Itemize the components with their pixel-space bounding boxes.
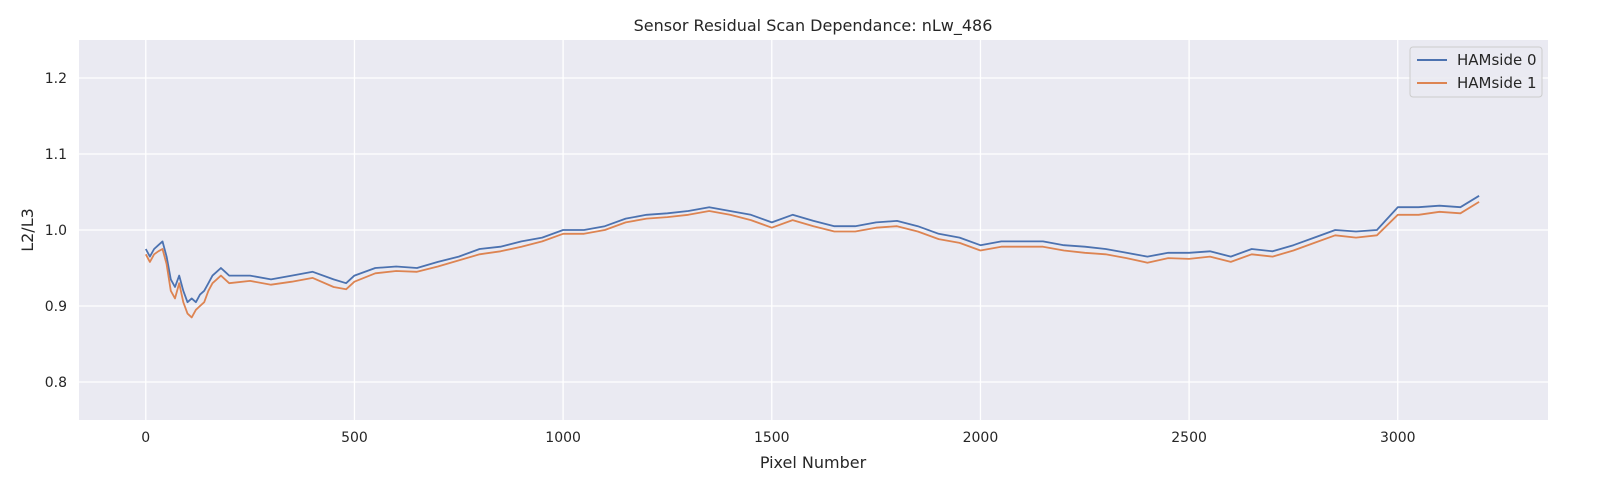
y-tick-labels: 0.8 0.9 1.0 1.1 1.2 [45,71,67,391]
chart-title: Sensor Residual Scan Dependance: nLw_486 [634,16,993,36]
series-line-hamside-0 [145,195,1480,304]
y-tick-label-0: 0.8 [45,375,67,391]
grid-lines [79,40,1548,420]
x-axis-label: Pixel Number [760,453,867,472]
y-tick-label-1: 0.9 [45,299,67,315]
x-tick-labels: 0 500 1000 1500 2000 2500 3000 [141,430,1415,446]
y-tick-label-2: 1.0 [45,223,67,239]
y-axis-label: L2/L3 [18,208,37,252]
x-tick-label-3: 1500 [754,430,790,446]
legend-label-hamside-0: HAMside 0 [1457,51,1537,69]
series-layer [145,195,1480,319]
x-tick-label-6: 3000 [1380,430,1416,446]
y-tick-label-3: 1.1 [45,147,67,163]
legend-label-hamside-1: HAMside 1 [1457,74,1537,92]
x-tick-label-4: 2000 [963,430,999,446]
x-tick-label-1: 500 [341,430,368,446]
x-tick-label-0: 0 [141,430,150,446]
x-tick-label-2: 1000 [545,430,581,446]
y-tick-label-4: 1.2 [45,71,67,87]
series-line-hamside-1 [145,201,1480,319]
x-tick-label-5: 2500 [1171,430,1207,446]
legend: HAMside 0 HAMside 1 [1409,46,1543,98]
